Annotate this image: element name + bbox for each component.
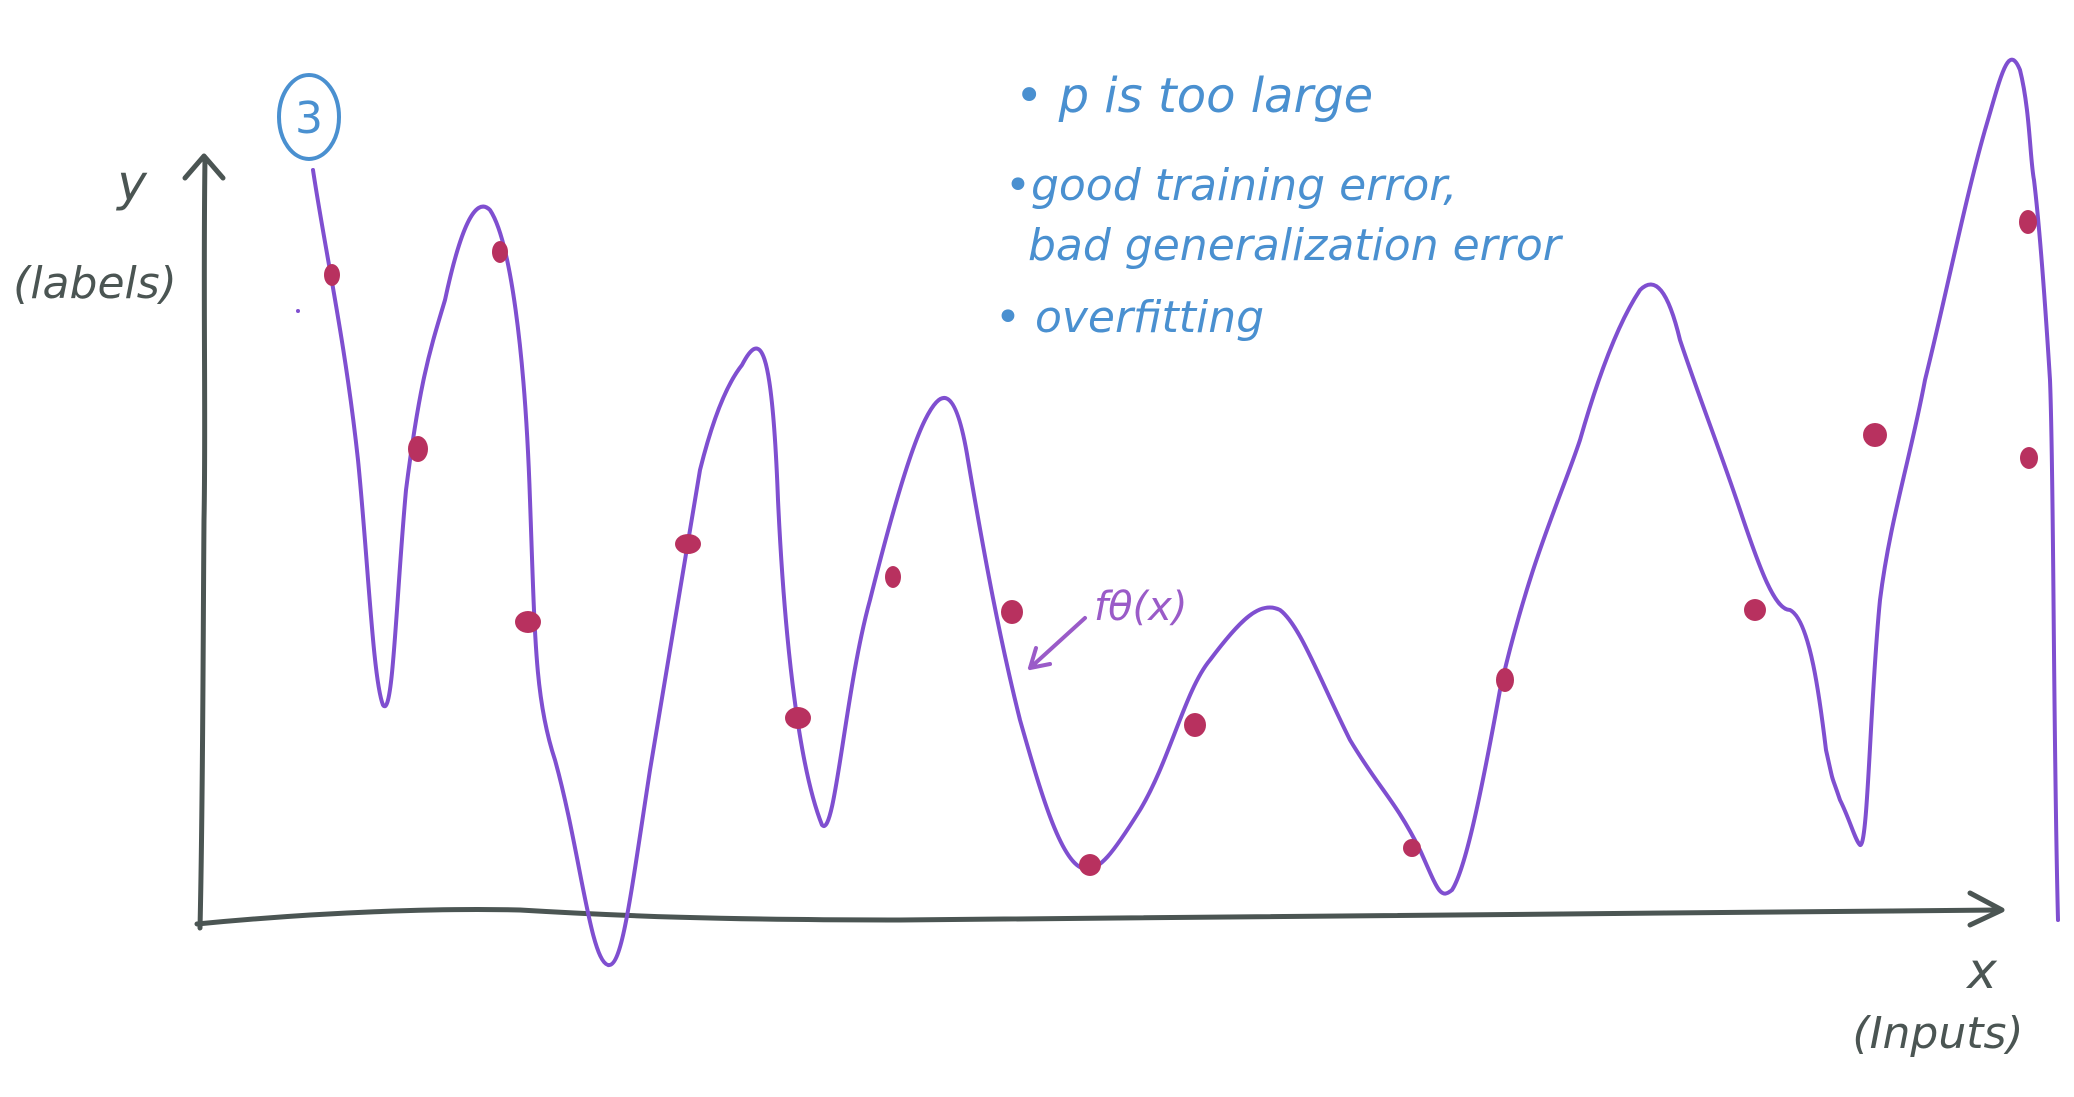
axes: y (labels) x (Inputs) <box>13 153 2024 1059</box>
curve-pointer-arrow <box>1028 616 1087 670</box>
badge-circle <box>277 73 341 161</box>
data-point <box>1184 713 1206 737</box>
data-point <box>675 534 701 554</box>
data-point <box>1403 839 1421 857</box>
curve-annotation: fθ(x) <box>1028 584 1187 670</box>
y-axis-label: y <box>115 154 148 212</box>
data-point <box>2019 210 2037 234</box>
data-point <box>2020 447 2038 469</box>
y-axis-sublabel: (labels) <box>13 258 177 309</box>
data-point <box>1744 599 1766 621</box>
x-axis-sublabel: (Inputs) <box>1852 1008 2023 1059</box>
x-axis-label: x <box>1965 942 1997 1000</box>
data-point <box>885 566 901 588</box>
fitted-curve <box>311 57 2060 967</box>
data-point <box>324 264 340 286</box>
note-overfitting: • overfitting <box>995 292 1264 343</box>
note-bad-generalization-error: bad generalization error <box>1028 220 1564 271</box>
notes: • p is too large •good training error, b… <box>995 68 1564 343</box>
data-points <box>324 210 2038 876</box>
x-axis-line <box>194 907 2003 927</box>
note-p-too-large: • p is too large <box>1015 68 1373 124</box>
data-point <box>408 436 428 462</box>
data-point <box>515 611 541 633</box>
data-point <box>1001 600 1023 624</box>
curve-label: fθ(x) <box>1094 584 1187 630</box>
data-point <box>785 707 811 729</box>
note-good-training-error: •good training error, <box>1005 160 1457 211</box>
data-point <box>1496 668 1514 692</box>
stray-mark <box>296 309 300 313</box>
data-point <box>1079 854 1101 876</box>
badge: 3 <box>277 73 341 161</box>
data-point <box>1863 423 1887 447</box>
badge-number: 3 <box>295 93 323 144</box>
x-axis-arrowhead <box>1967 890 2005 928</box>
data-point <box>492 241 508 263</box>
y-axis-line <box>197 155 208 931</box>
y-axis-arrowhead <box>182 153 226 181</box>
